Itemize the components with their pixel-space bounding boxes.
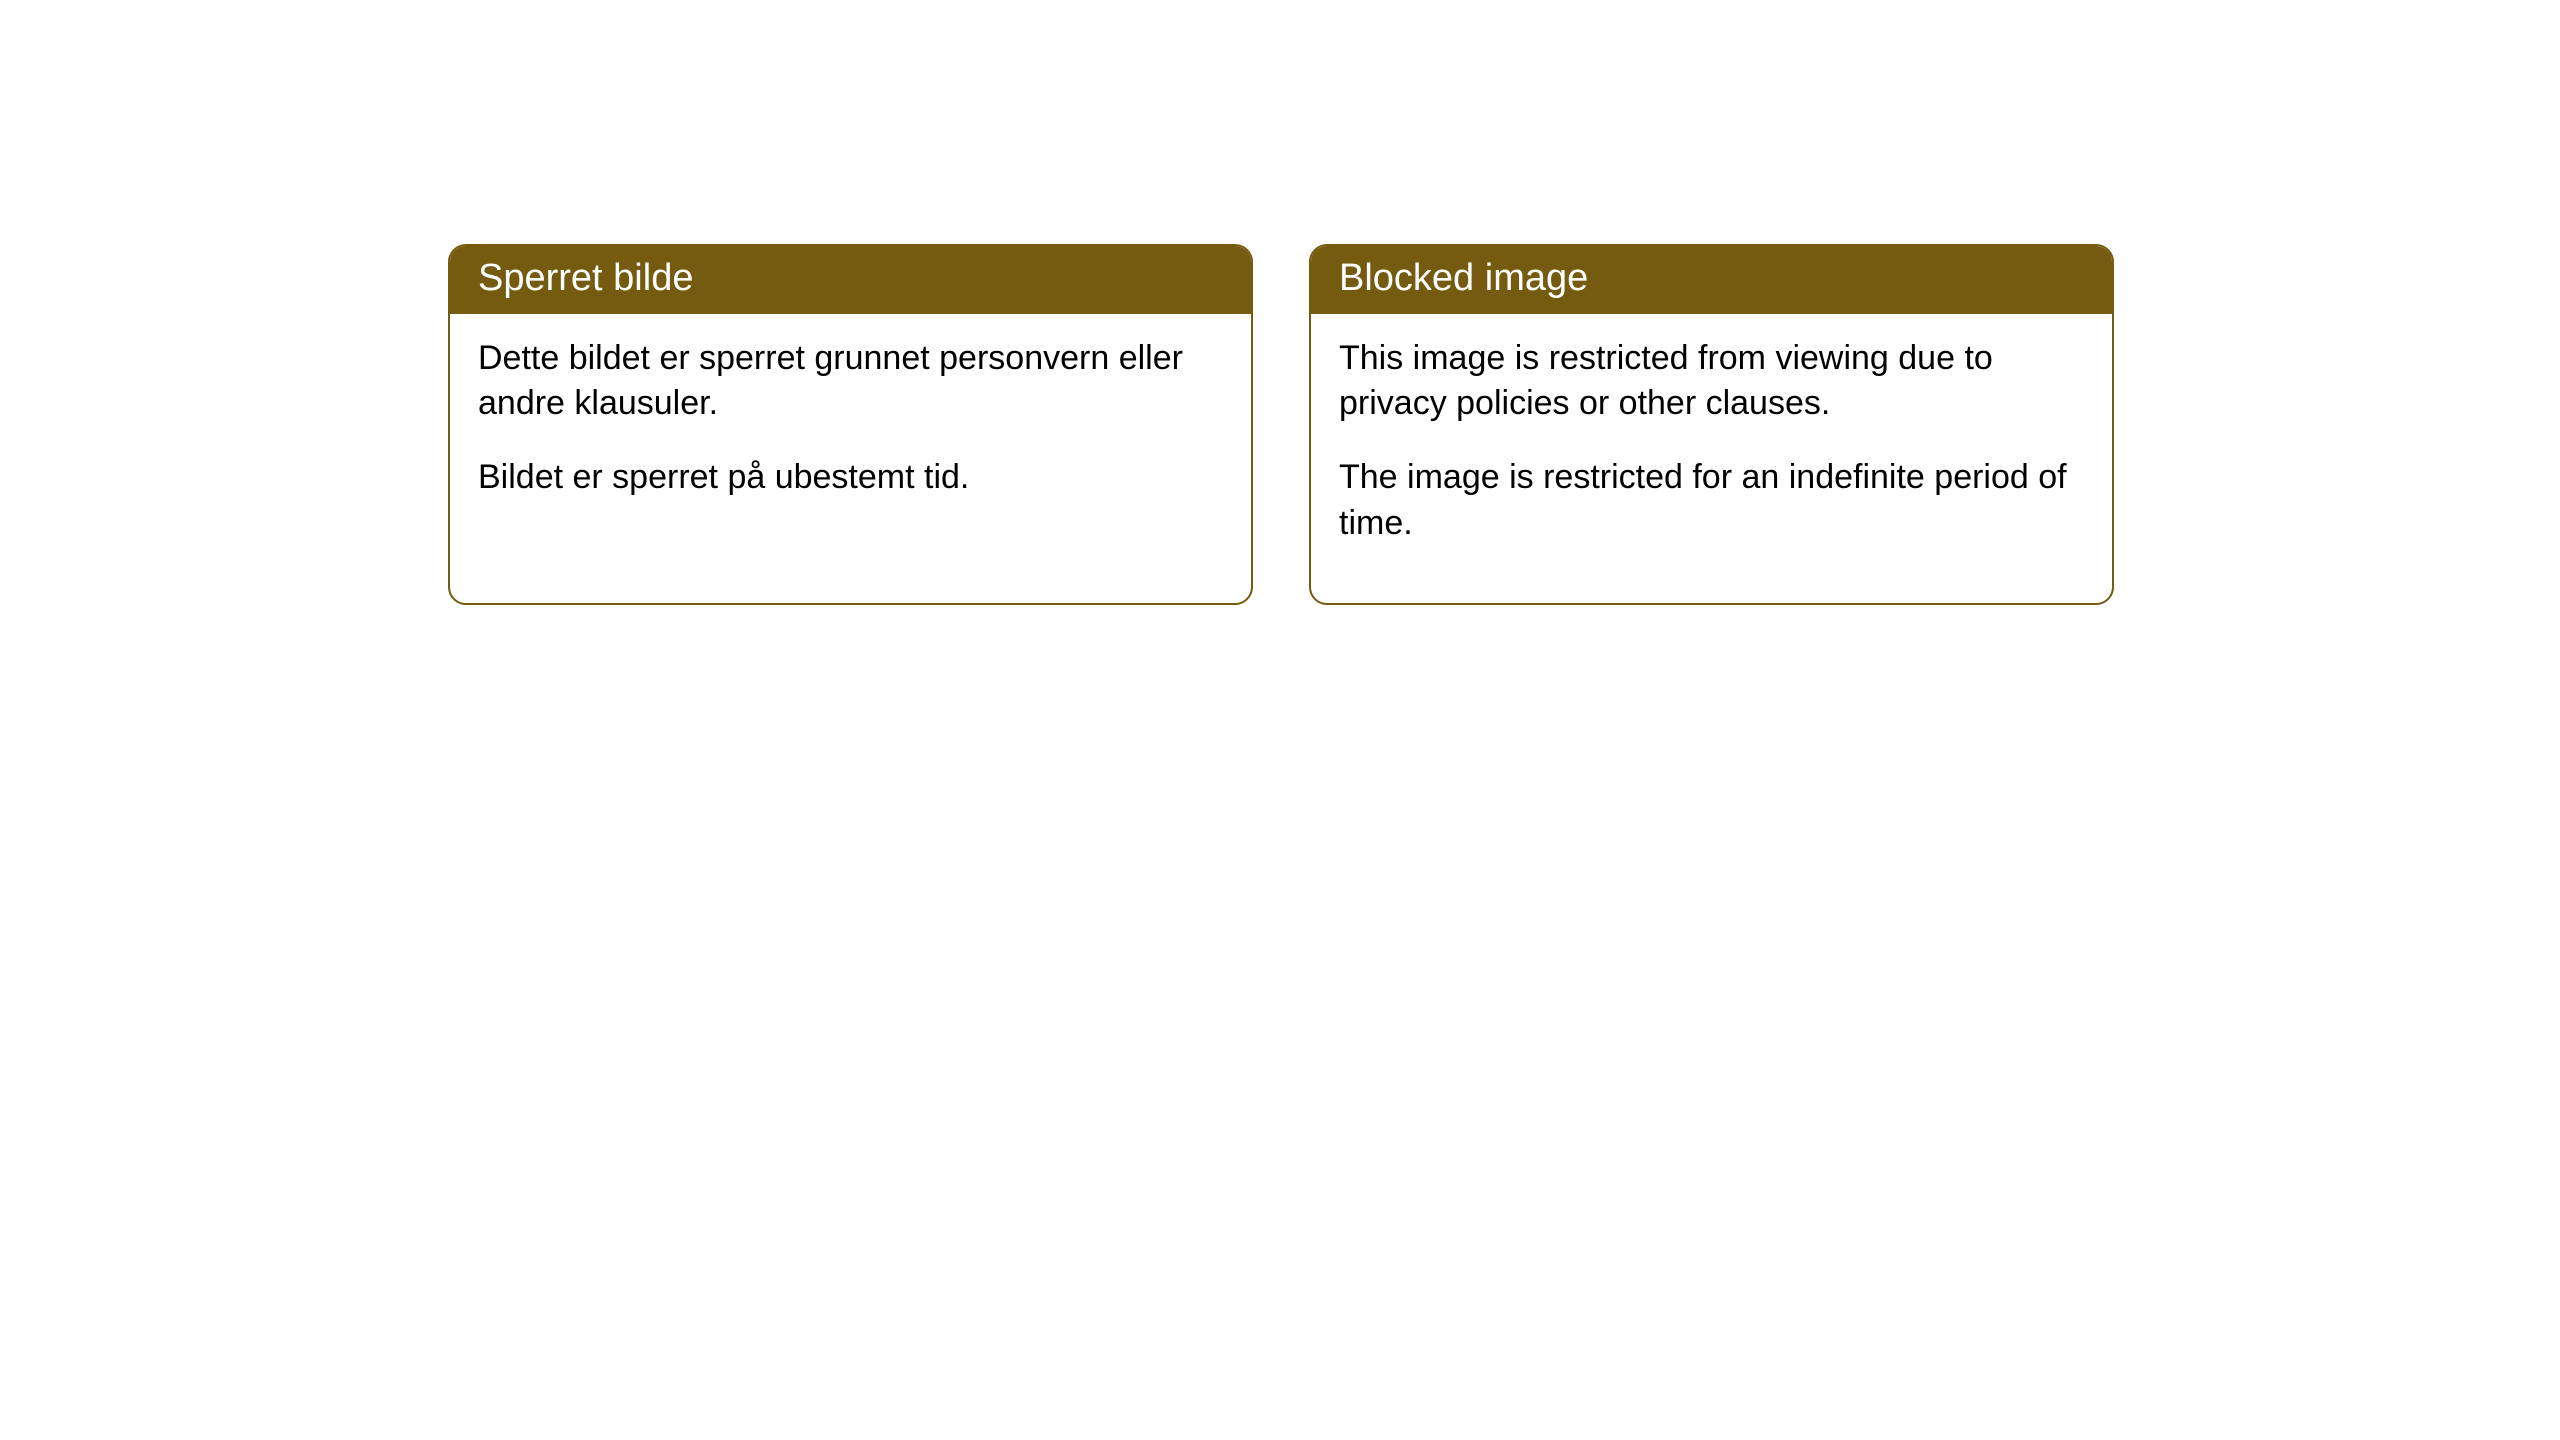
card-paragraph-2-no: Bildet er sperret på ubestemt tid. xyxy=(478,455,1223,501)
card-paragraph-2-en: The image is restricted for an indefinit… xyxy=(1339,455,2084,547)
card-paragraph-1-no: Dette bildet er sperret grunnet personve… xyxy=(478,336,1223,428)
notice-cards-container: Sperret bilde Dette bildet er sperret gr… xyxy=(0,0,2560,605)
card-paragraph-1-en: This image is restricted from viewing du… xyxy=(1339,336,2084,428)
blocked-image-card-no: Sperret bilde Dette bildet er sperret gr… xyxy=(448,244,1253,605)
card-header-no: Sperret bilde xyxy=(450,246,1251,314)
card-header-en: Blocked image xyxy=(1311,246,2112,314)
card-body-no: Dette bildet er sperret grunnet personve… xyxy=(450,314,1251,558)
card-body-en: This image is restricted from viewing du… xyxy=(1311,314,2112,604)
blocked-image-card-en: Blocked image This image is restricted f… xyxy=(1309,244,2114,605)
